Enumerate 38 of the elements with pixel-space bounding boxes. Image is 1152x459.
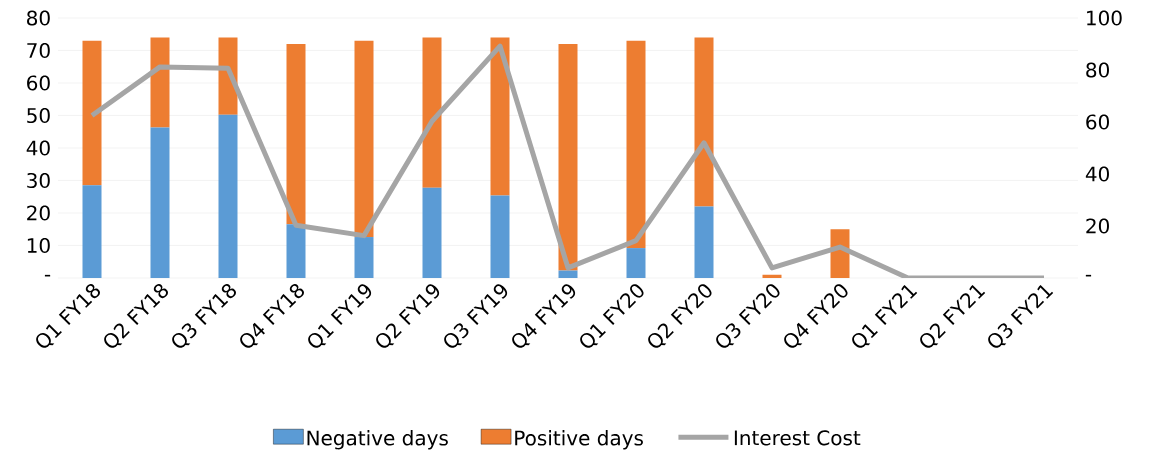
bar [354, 237, 374, 278]
y-tick-label: 50 [27, 107, 50, 124]
bar [558, 270, 578, 278]
bar [286, 224, 306, 278]
bar [626, 248, 646, 278]
y2-tick-label: 60 [1086, 114, 1109, 130]
legend-label: Negative days [307, 430, 448, 450]
bar [354, 40, 374, 238]
y2-tick-label: 100 [1087, 10, 1122, 26]
bar [286, 44, 306, 225]
y-tick-label: 60 [27, 75, 50, 91]
bar [82, 185, 102, 278]
bar [218, 114, 238, 278]
legend-label: Positive days [515, 430, 643, 450]
bar [762, 274, 782, 278]
bar [694, 206, 714, 278]
y2-tick-label: 40 [1085, 166, 1109, 182]
bar [626, 40, 646, 249]
bar [422, 187, 442, 278]
bar [150, 127, 170, 278]
y2-tick-label: - [1085, 274, 1092, 277]
bar [150, 37, 170, 128]
bar [490, 37, 510, 196]
bar [422, 37, 442, 188]
bar [82, 40, 102, 186]
y-tick-label: 30 [27, 172, 50, 189]
y2-tick-label: 80 [1086, 62, 1109, 78]
legend-label: Interest Cost [734, 430, 861, 446]
bar [558, 44, 578, 271]
y2-tick-label: 20 [1086, 218, 1109, 234]
y-tick-label: 70 [27, 42, 50, 59]
y-tick-label: 20 [27, 205, 50, 221]
y-tick-label: - [44, 274, 51, 277]
bar [694, 37, 714, 207]
y-tick-label: 40 [26, 140, 50, 156]
bar [490, 195, 510, 278]
y-tick-label: 80 [27, 10, 50, 26]
y-tick-label: 10 [27, 237, 50, 254]
